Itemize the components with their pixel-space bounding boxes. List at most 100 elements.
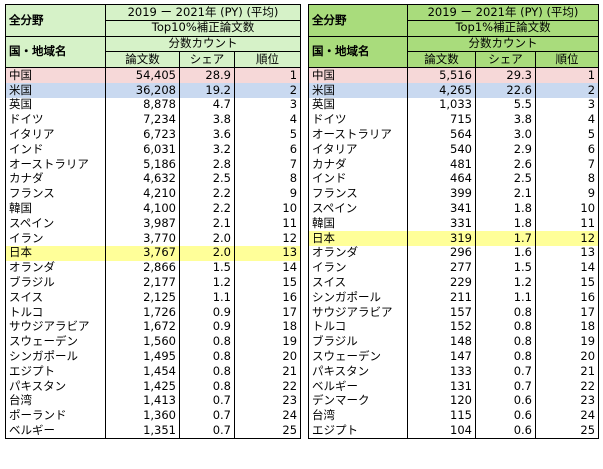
country-name: 米国 bbox=[308, 82, 408, 98]
country-name: 中国 bbox=[308, 67, 408, 83]
data-row: ブラジル 148 0.8 19 bbox=[308, 334, 600, 350]
value-cell: 2.1 bbox=[475, 186, 536, 202]
value-cell: 133 bbox=[407, 364, 476, 379]
value-cell: 11 bbox=[534, 216, 600, 231]
country-name: 中国 bbox=[5, 67, 106, 83]
value-cell: 0.8 bbox=[179, 334, 235, 350]
field-label: 全分野 bbox=[308, 4, 408, 37]
value-cell: 0.8 bbox=[475, 304, 536, 320]
value-cell: 152 bbox=[407, 319, 476, 335]
country-name: イタリア bbox=[5, 127, 106, 143]
country-name: イタリア bbox=[308, 142, 408, 157]
country-name: エジプト bbox=[5, 364, 106, 379]
value-cell: 2,866 bbox=[105, 260, 180, 276]
value-cell: 2.6 bbox=[475, 156, 536, 172]
value-cell: 296 bbox=[407, 245, 476, 261]
country-name: 英国 bbox=[308, 97, 408, 113]
value-cell: 7 bbox=[534, 156, 600, 172]
data-row: スペイン 341 1.8 10 bbox=[308, 201, 600, 217]
value-cell: 1.2 bbox=[179, 275, 235, 291]
value-cell: 0.7 bbox=[475, 378, 536, 394]
value-cell: 3,767 bbox=[105, 245, 180, 261]
value-cell: 1.1 bbox=[475, 290, 536, 305]
value-cell: 2.9 bbox=[475, 142, 536, 157]
value-cell: 0.7 bbox=[475, 364, 536, 379]
data-row: サウジアラビア 157 0.8 17 bbox=[308, 304, 600, 320]
value-cell: 18 bbox=[534, 319, 600, 335]
data-row: スイス 229 1.2 15 bbox=[308, 275, 600, 291]
value-cell: 1.7 bbox=[475, 230, 536, 246]
value-cell: 22 bbox=[534, 378, 600, 394]
value-cell: 1 bbox=[534, 67, 600, 83]
country-name: ブラジル bbox=[5, 275, 106, 291]
data-row: 英国 1,033 5.5 3 bbox=[308, 97, 600, 113]
data-row: 台湾 115 0.6 24 bbox=[308, 408, 600, 424]
ranking-table: 全分野 2019 ー 2021年 (PY) (平均) Top10%補正論文数 国・地域… bbox=[5, 4, 302, 440]
column-header: シェア bbox=[179, 51, 235, 69]
column-header: 順位 bbox=[534, 51, 600, 69]
table-header: 全分野 2019 ー 2021年 (PY) (平均) Top10%補正論文数 国・地域… bbox=[5, 4, 302, 69]
data-row: 中国 5,516 29.3 1 bbox=[308, 67, 600, 83]
data-row: フランス 399 2.1 9 bbox=[308, 186, 600, 202]
value-cell: 1.8 bbox=[475, 201, 536, 217]
country-name: スイス bbox=[308, 275, 408, 291]
value-cell: 20 bbox=[233, 349, 302, 365]
value-cell: 4.7 bbox=[179, 97, 235, 113]
country-name: オーストラリア bbox=[5, 156, 106, 172]
value-cell: 148 bbox=[407, 334, 476, 350]
data-row: スイス 2,125 1.1 16 bbox=[5, 290, 302, 305]
value-cell: 0.7 bbox=[179, 423, 235, 440]
data-row: ドイツ 7,234 3.8 4 bbox=[5, 112, 302, 128]
data-row: ポーランド 1,360 0.7 24 bbox=[5, 408, 302, 424]
value-cell: 54,405 bbox=[105, 67, 180, 83]
header-row: Top1%補正論文数 bbox=[309, 19, 600, 37]
country-name: カナダ bbox=[5, 171, 106, 187]
value-cell: 17 bbox=[534, 304, 600, 320]
data-row: シンガポール 211 1.1 16 bbox=[308, 290, 600, 305]
value-cell: 2.2 bbox=[179, 186, 235, 202]
data-row: 米国 4,265 22.6 2 bbox=[308, 82, 600, 98]
value-cell: 3.6 bbox=[179, 127, 235, 143]
data-row: ベルギー 131 0.7 22 bbox=[308, 378, 600, 394]
country-name: サウジアラビア bbox=[5, 319, 106, 335]
country-name: インド bbox=[308, 171, 408, 187]
header-row: 国・地域名 分数カウント bbox=[5, 35, 302, 69]
value-cell: 1.5 bbox=[179, 260, 235, 276]
value-cell: 104 bbox=[407, 423, 476, 440]
value-cell: 5 bbox=[534, 127, 600, 143]
country-name: 米国 bbox=[5, 82, 106, 98]
column-header: 論文数 bbox=[105, 51, 180, 69]
country-name: パキスタン bbox=[5, 378, 106, 394]
header-row: 全分野 2019 ー 2021年 (PY) (平均) bbox=[308, 4, 600, 37]
value-cell: 2.0 bbox=[179, 245, 235, 261]
country-name: ベルギー bbox=[308, 378, 408, 394]
header-row: 論文数 シェア 順位 bbox=[309, 51, 600, 69]
data-row: 中国 54,405 28.9 1 bbox=[5, 67, 302, 83]
value-cell: 229 bbox=[407, 275, 476, 291]
value-cell: 1.5 bbox=[475, 260, 536, 276]
count-type-label: 分数カウント bbox=[406, 35, 600, 53]
value-cell: 1,560 bbox=[105, 334, 180, 350]
period-label: 2019 ー 2021年 (PY) (平均) bbox=[406, 4, 600, 21]
header-row: 全分野 2019 ー 2021年 (PY) (平均) bbox=[5, 4, 302, 37]
country-name: 韓国 bbox=[308, 216, 408, 231]
count-type-label: 分数カウント bbox=[104, 35, 302, 53]
value-cell: 7,234 bbox=[105, 112, 180, 128]
value-cell: 4,210 bbox=[105, 186, 180, 202]
value-cell: 2.8 bbox=[179, 156, 235, 172]
value-cell: 1.2 bbox=[475, 275, 536, 291]
value-cell: 0.8 bbox=[179, 364, 235, 379]
country-name: 日本 bbox=[308, 230, 408, 246]
country-name: ベルギー bbox=[5, 423, 106, 440]
value-cell: 4,265 bbox=[407, 82, 476, 98]
value-cell: 11 bbox=[233, 216, 302, 231]
value-cell: 23 bbox=[534, 393, 600, 409]
data-row: 台湾 1,413 0.7 23 bbox=[5, 393, 302, 409]
country-name: ブラジル bbox=[308, 334, 408, 350]
data-row: スウェーデン 1,560 0.8 19 bbox=[5, 334, 302, 350]
value-cell: 16 bbox=[233, 290, 302, 305]
value-cell: 3.8 bbox=[179, 112, 235, 128]
value-cell: 15 bbox=[233, 275, 302, 291]
country-name: スウェーデン bbox=[5, 334, 106, 350]
